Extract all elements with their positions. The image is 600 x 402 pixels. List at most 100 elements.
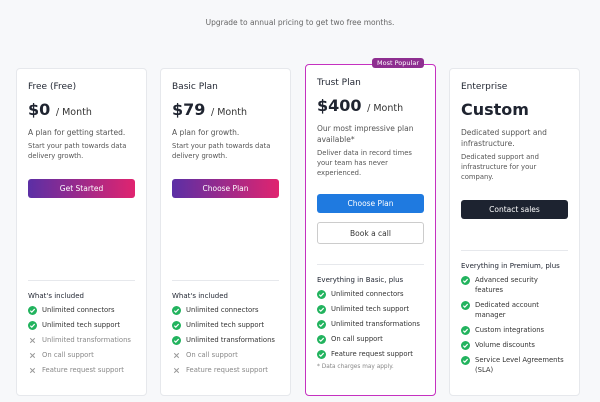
price: Custom bbox=[461, 100, 568, 119]
features-title: Everything in Basic, plus bbox=[317, 276, 404, 284]
tagline: A plan for growth. bbox=[172, 128, 240, 137]
plan-name: Free (Free) bbox=[28, 82, 77, 92]
feature: On call support bbox=[172, 350, 279, 360]
features: Everything in Premium, plus Advanced secu… bbox=[461, 250, 568, 380]
check-icon bbox=[28, 321, 37, 330]
note: * Data charges may apply. bbox=[317, 364, 394, 370]
description: Start your path towards data delivery gr… bbox=[28, 142, 127, 160]
button[interactable]: Get Started bbox=[28, 179, 135, 198]
feature: Unlimited tech support bbox=[317, 304, 424, 314]
check-icon bbox=[172, 321, 181, 330]
check-icon bbox=[28, 306, 37, 315]
description: Dedicated support and infrastructure for… bbox=[461, 153, 539, 181]
features: What's included Unlimited connectors Unlim… bbox=[172, 280, 279, 380]
plan-card: Basic Plan $79 / Month A plan for growth. S… bbox=[160, 68, 291, 396]
button[interactable]: Choose Plan bbox=[172, 179, 279, 198]
description: Start your path towards data delivery gr… bbox=[172, 142, 271, 160]
price: $79 / Month bbox=[172, 100, 279, 119]
feature: Unlimited connectors bbox=[28, 305, 135, 315]
description: Deliver data in record times your team h… bbox=[317, 149, 412, 177]
feature-text: On call support bbox=[42, 351, 94, 359]
feature-text: Advanced security features bbox=[475, 276, 538, 294]
x-icon bbox=[29, 337, 36, 344]
price-value: Custom bbox=[461, 100, 529, 119]
features-title: What's included bbox=[172, 292, 228, 300]
feature: Advanced security features bbox=[461, 275, 568, 295]
feature: Dedicated account manager bbox=[461, 300, 568, 320]
plan-card: Enterprise Custom Dedicated support and in… bbox=[449, 68, 580, 396]
feature: Feature request support bbox=[172, 365, 279, 375]
price-value: $400 bbox=[317, 96, 362, 115]
price-period: / Month bbox=[55, 107, 92, 118]
tagline: Our most impressive plan available* bbox=[317, 124, 414, 144]
price-period: / Month bbox=[210, 107, 247, 118]
plan-name: Trust Plan bbox=[317, 78, 361, 88]
plan-card: Most Popular Trust Plan $400 / Month Our mo… bbox=[305, 58, 436, 396]
x-icon bbox=[29, 367, 36, 374]
feature: Unlimited transformations bbox=[172, 335, 279, 345]
tagline: Dedicated support and infrastructure. bbox=[461, 128, 547, 148]
feature-text: Feature request support bbox=[42, 366, 124, 374]
feature: Unlimited connectors bbox=[317, 289, 424, 299]
feature: Service Level Agreements (SLA) bbox=[461, 355, 568, 375]
feature: On call support bbox=[28, 350, 135, 360]
button[interactable]: Choose Plan bbox=[317, 194, 424, 213]
feature-text: Unlimited transformations bbox=[186, 336, 275, 344]
check-icon bbox=[317, 335, 326, 344]
plan-name: Enterprise bbox=[461, 82, 508, 92]
feature: Unlimited transformations bbox=[28, 335, 135, 345]
check-icon bbox=[461, 356, 470, 365]
feature-text: Unlimited tech support bbox=[331, 305, 410, 313]
feature-text: Unlimited transformations bbox=[331, 320, 420, 328]
check-icon bbox=[461, 301, 470, 310]
feature-text: Dedicated account manager bbox=[475, 301, 539, 319]
feature-text: Unlimited connectors bbox=[186, 306, 259, 314]
feature-text: Unlimited tech support bbox=[42, 321, 121, 329]
check-icon bbox=[317, 305, 326, 314]
check-icon bbox=[461, 326, 470, 335]
features: Everything in Basic, plus Unlimited conne… bbox=[317, 264, 424, 370]
price-period: / Month bbox=[367, 103, 404, 114]
features: What's included Unlimited connectors Unlim… bbox=[28, 280, 135, 380]
x-icon bbox=[173, 367, 180, 374]
x-icon bbox=[29, 352, 36, 359]
feature: Unlimited tech support bbox=[172, 320, 279, 330]
feature: Custom integrations bbox=[461, 325, 568, 335]
check-icon bbox=[172, 306, 181, 315]
feature: Unlimited tech support bbox=[28, 320, 135, 330]
features-title: What's included bbox=[28, 292, 84, 300]
feature: Unlimited connectors bbox=[172, 305, 279, 315]
feature-text: Feature request support bbox=[331, 350, 413, 358]
badge: Most Popular bbox=[372, 58, 424, 68]
price: $400 / Month bbox=[317, 96, 424, 115]
button[interactable]: Book a call bbox=[317, 222, 424, 244]
feature-text: Service Level Agreements (SLA) bbox=[475, 356, 564, 374]
check-icon bbox=[317, 290, 326, 299]
feature-text: On call support bbox=[186, 351, 238, 359]
plan-name: Basic Plan bbox=[172, 82, 218, 92]
check-icon bbox=[461, 276, 470, 285]
feature-text: Custom integrations bbox=[475, 326, 545, 334]
price: $0 / Month bbox=[28, 100, 135, 119]
feature-text: Unlimited transformations bbox=[42, 336, 131, 344]
feature-text: Feature request support bbox=[186, 366, 268, 374]
price-value: $0 bbox=[28, 100, 51, 119]
check-icon bbox=[461, 341, 470, 350]
button[interactable]: Contact sales bbox=[461, 200, 568, 219]
check-icon bbox=[317, 350, 326, 359]
feature-text: Unlimited connectors bbox=[42, 306, 115, 314]
feature-text: Unlimited connectors bbox=[331, 290, 404, 298]
plan-card: Free (Free) $0 / Month A plan for getting … bbox=[16, 68, 147, 396]
x-icon bbox=[173, 352, 180, 359]
feature-text: On call support bbox=[331, 335, 383, 343]
feature: Volume discounts bbox=[461, 340, 568, 350]
feature-text: Volume discounts bbox=[475, 341, 535, 349]
price-value: $79 bbox=[172, 100, 206, 119]
check-icon bbox=[172, 336, 181, 345]
feature: On call support bbox=[317, 334, 424, 344]
tagline: A plan for getting started. bbox=[28, 128, 126, 137]
features-title: Everything in Premium, plus bbox=[461, 262, 560, 270]
check-icon bbox=[317, 320, 326, 329]
feature-text: Unlimited tech support bbox=[186, 321, 265, 329]
